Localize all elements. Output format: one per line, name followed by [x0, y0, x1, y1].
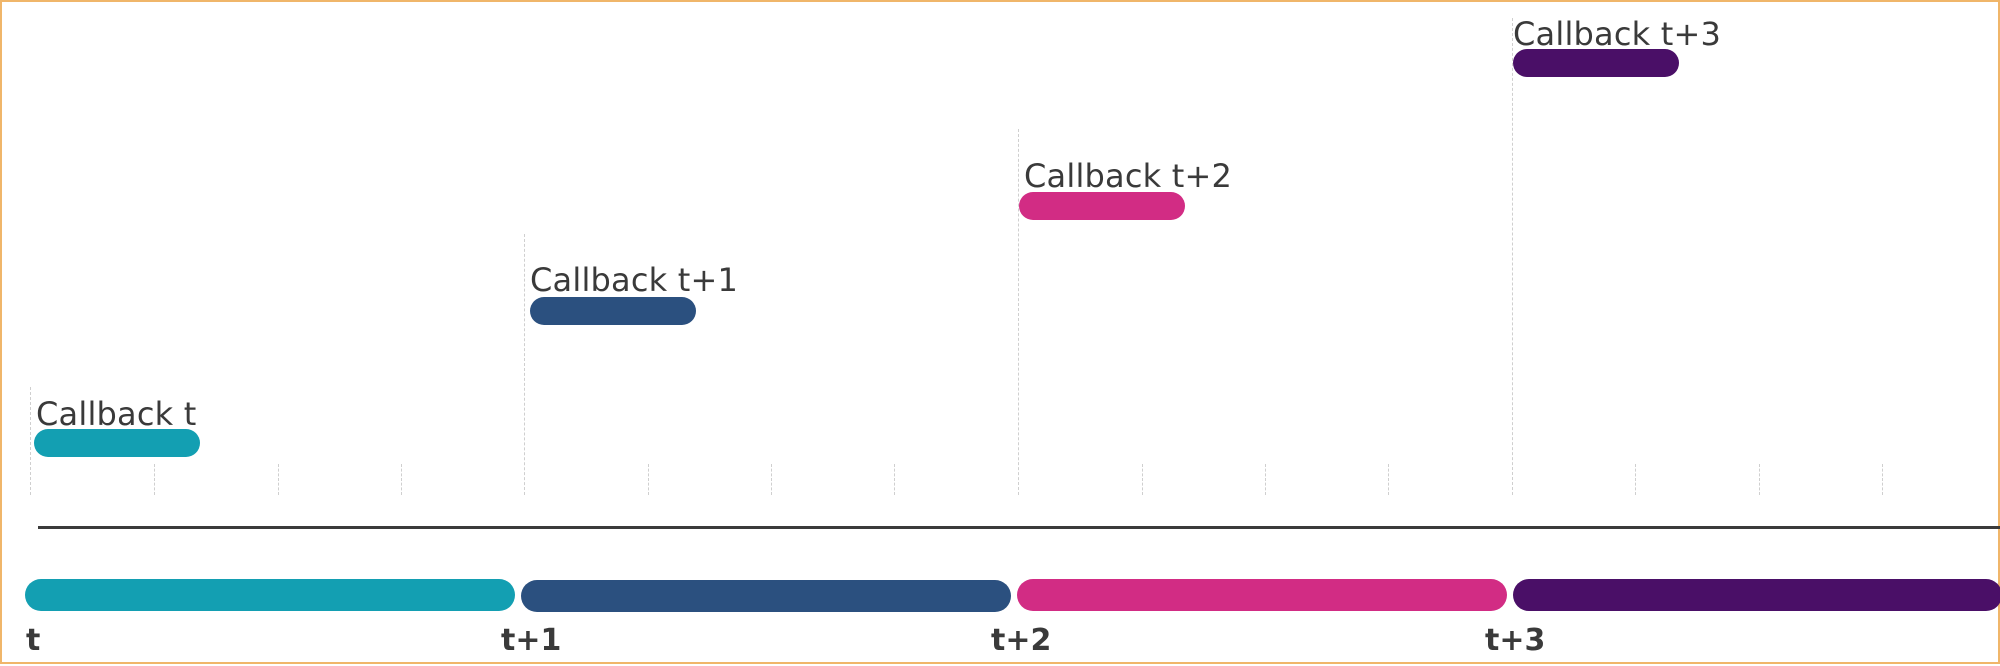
- minor-tick: [401, 464, 402, 495]
- guide-line-t-plus-2: [1018, 129, 1019, 495]
- callback-label-t-plus-2: Callback t+2: [1024, 157, 1233, 195]
- guide-line-t: [30, 387, 31, 495]
- callback-label-t: Callback t: [36, 395, 197, 433]
- minor-tick: [1759, 464, 1760, 495]
- tick-label-t-plus-3: t+3: [1485, 623, 1546, 658]
- minor-tick: [154, 464, 155, 495]
- minor-tick: [1388, 464, 1389, 495]
- tick-label-t-plus-2: t+2: [991, 623, 1052, 658]
- period-bar-t-plus-2: [1017, 579, 1507, 611]
- minor-tick: [1882, 464, 1883, 495]
- tick-label-t-plus-1: t+1: [501, 623, 562, 658]
- callback-pill-t-plus-2: [1019, 192, 1185, 220]
- minor-tick: [1265, 464, 1266, 495]
- period-bar-t: [25, 579, 515, 611]
- guide-line-t-plus-3: [1512, 18, 1513, 495]
- tick-label-t: t: [26, 623, 41, 658]
- minor-tick: [1142, 464, 1143, 495]
- minor-tick: [894, 464, 895, 495]
- callback-pill-t: [34, 429, 200, 457]
- minor-tick: [648, 464, 649, 495]
- period-bar-t-plus-3: [1513, 579, 2000, 611]
- callback-pill-t-plus-3: [1513, 49, 1679, 77]
- minor-tick: [1635, 464, 1636, 495]
- callback-pill-t-plus-1: [530, 297, 696, 325]
- period-bar-t-plus-1: [521, 580, 1011, 612]
- minor-tick: [771, 464, 772, 495]
- guide-line-t-plus-1: [524, 234, 525, 495]
- timeline-axis: [38, 526, 2000, 529]
- callback-label-t-plus-1: Callback t+1: [530, 261, 739, 299]
- minor-tick: [278, 464, 279, 495]
- callback-label-t-plus-3: Callback t+3: [1513, 15, 1722, 53]
